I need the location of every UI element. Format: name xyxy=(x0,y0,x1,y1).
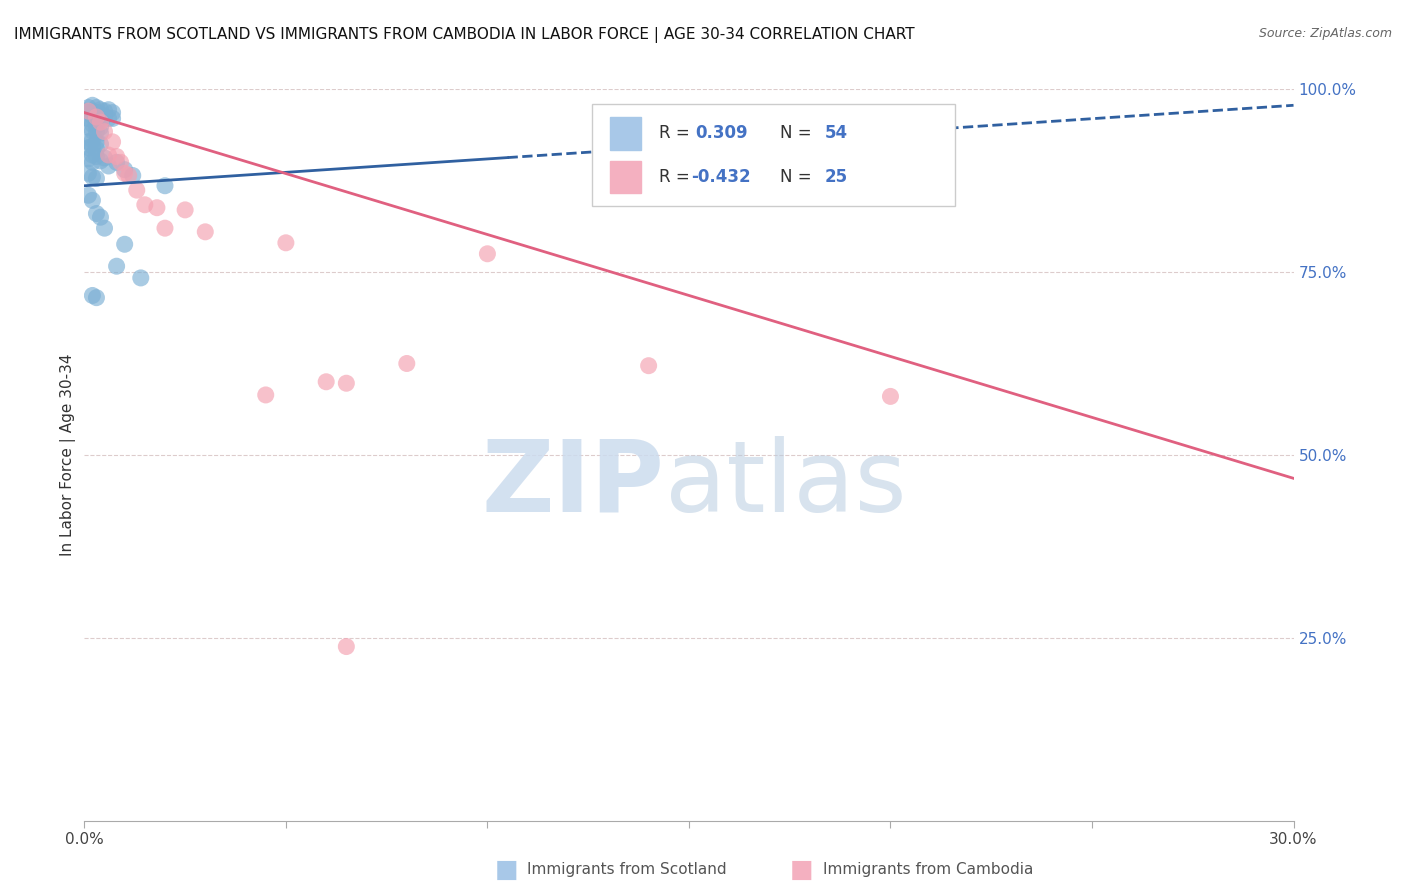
Text: ■: ■ xyxy=(790,858,813,881)
Point xyxy=(82,104,104,119)
Point xyxy=(89,211,111,225)
Text: Immigrants from Scotland: Immigrants from Scotland xyxy=(527,863,727,877)
Point xyxy=(82,117,104,131)
Point xyxy=(129,271,152,285)
Point xyxy=(77,166,100,180)
Y-axis label: In Labor Force | Age 30-34: In Labor Force | Age 30-34 xyxy=(60,353,76,557)
Point xyxy=(110,155,132,169)
Text: ■: ■ xyxy=(495,858,517,881)
Point xyxy=(82,194,104,208)
Point xyxy=(77,101,100,115)
Bar xyxy=(610,117,641,150)
Text: atlas: atlas xyxy=(665,435,907,533)
Point xyxy=(153,221,176,235)
Point xyxy=(146,201,169,215)
Point xyxy=(335,640,357,654)
Text: Source: ZipAtlas.com: Source: ZipAtlas.com xyxy=(1258,27,1392,40)
Point xyxy=(82,139,104,153)
FancyBboxPatch shape xyxy=(592,103,955,206)
Point xyxy=(93,104,115,119)
Bar xyxy=(610,161,641,194)
Point xyxy=(77,135,100,149)
Text: N =: N = xyxy=(780,124,817,142)
Text: -0.432: -0.432 xyxy=(692,168,751,186)
Point xyxy=(97,103,120,117)
Point xyxy=(121,169,143,183)
Point xyxy=(73,104,96,119)
Point xyxy=(77,104,100,119)
Point xyxy=(82,109,104,123)
Point xyxy=(89,120,111,135)
Point xyxy=(125,183,148,197)
Point xyxy=(101,135,124,149)
Point xyxy=(86,110,108,124)
Point xyxy=(86,135,108,149)
Point xyxy=(315,375,337,389)
Point xyxy=(97,112,120,126)
Point xyxy=(86,101,108,115)
Point xyxy=(86,206,108,220)
Point xyxy=(274,235,297,250)
Point xyxy=(77,188,100,202)
Point xyxy=(82,288,104,302)
Point xyxy=(93,151,115,165)
Point xyxy=(395,356,418,371)
Point xyxy=(77,120,100,135)
Text: 0.309: 0.309 xyxy=(695,124,748,142)
Point xyxy=(477,246,499,260)
Point xyxy=(134,198,156,212)
Point xyxy=(86,105,108,120)
Point xyxy=(89,126,111,140)
Point xyxy=(89,153,111,168)
Text: 25: 25 xyxy=(824,168,848,186)
Point xyxy=(86,142,108,156)
Point xyxy=(101,112,124,126)
Point xyxy=(93,109,115,123)
Text: R =: R = xyxy=(659,168,695,186)
Point xyxy=(194,225,217,239)
Point xyxy=(254,388,277,402)
Point xyxy=(105,149,128,163)
Point xyxy=(114,237,136,252)
Point xyxy=(77,152,100,166)
Text: 54: 54 xyxy=(824,124,848,142)
Point xyxy=(153,178,176,193)
Point xyxy=(89,103,111,117)
Point xyxy=(174,202,197,217)
Point xyxy=(82,155,104,169)
Point xyxy=(89,115,111,129)
Point xyxy=(89,108,111,122)
Point xyxy=(93,221,115,235)
Point xyxy=(82,148,104,162)
Point xyxy=(118,169,141,183)
Text: N =: N = xyxy=(780,168,817,186)
Point xyxy=(105,155,128,169)
Point xyxy=(82,169,104,184)
Point xyxy=(97,148,120,162)
Point xyxy=(105,259,128,273)
Text: R =: R = xyxy=(659,124,700,142)
Point xyxy=(93,125,115,139)
Text: IMMIGRANTS FROM SCOTLAND VS IMMIGRANTS FROM CAMBODIA IN LABOR FORCE | AGE 30-34 : IMMIGRANTS FROM SCOTLAND VS IMMIGRANTS F… xyxy=(14,27,915,43)
Point xyxy=(335,376,357,391)
Text: ZIP: ZIP xyxy=(482,435,665,533)
Point xyxy=(637,359,659,373)
Point xyxy=(82,124,104,138)
Point xyxy=(97,159,120,173)
Point xyxy=(114,162,136,177)
Point xyxy=(77,112,100,126)
Point xyxy=(86,149,108,163)
Point xyxy=(82,133,104,147)
Point xyxy=(82,98,104,112)
Point xyxy=(86,125,108,139)
Point xyxy=(89,136,111,151)
Point xyxy=(86,171,108,186)
Point xyxy=(879,389,901,403)
Point xyxy=(101,105,124,120)
Point xyxy=(86,119,108,133)
Point xyxy=(86,291,108,305)
Point xyxy=(114,166,136,180)
Text: Immigrants from Cambodia: Immigrants from Cambodia xyxy=(823,863,1033,877)
Point xyxy=(77,141,100,155)
